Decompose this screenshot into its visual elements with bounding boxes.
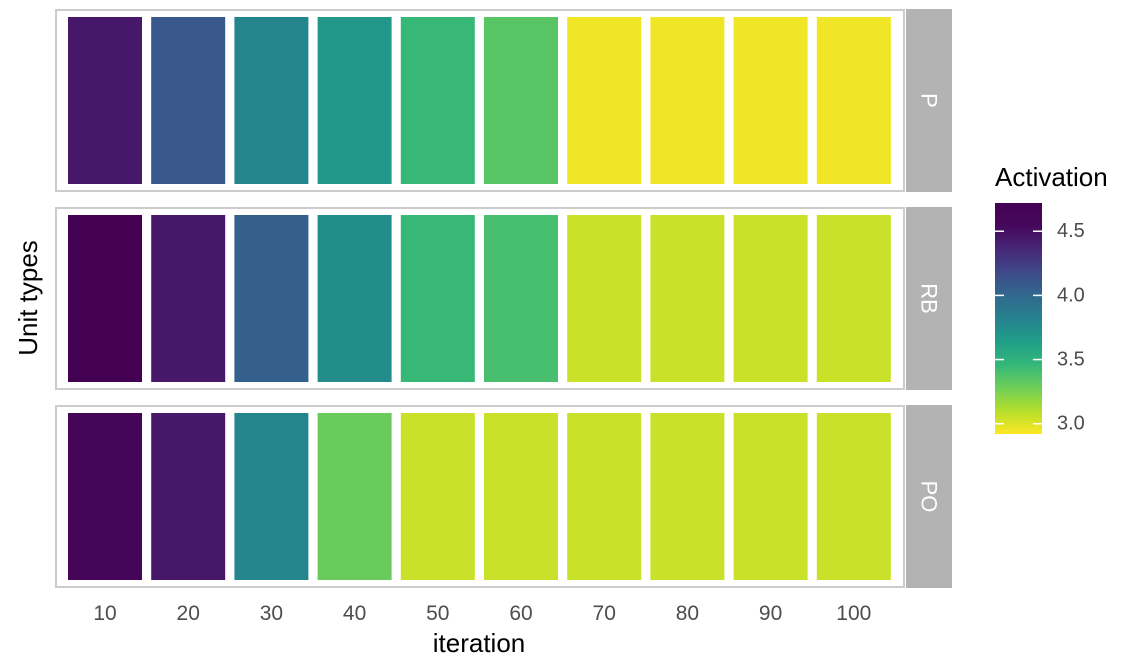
heatmap-cell [733, 215, 808, 382]
heatmap-cell [68, 17, 142, 184]
facet-panels: P RB PO [55, 9, 952, 588]
heatmap-cell [400, 413, 475, 580]
heatmap-cell [234, 215, 309, 382]
heatmap-cell [567, 413, 642, 580]
heatmap-cell [317, 17, 392, 184]
facet-strip [906, 405, 952, 588]
x-tick-label: 10 [93, 602, 116, 625]
heatmap-cell [567, 215, 642, 382]
panel-border [55, 405, 905, 588]
panel-rb: RB [55, 207, 952, 390]
x-tick-label: 100 [836, 602, 871, 625]
legend-tick-label: 4.0 [1057, 284, 1085, 306]
facet-strip-label: PO [917, 481, 942, 513]
heatmap-cell [484, 215, 558, 382]
legend-title: Activation [995, 162, 1108, 192]
heatmap-cell [400, 17, 475, 184]
y-axis-title: Unit types [13, 240, 43, 356]
x-tick-label: 50 [426, 602, 449, 625]
x-axis-tick-labels: 10 20 30 40 50 60 70 80 90 100 [93, 602, 871, 625]
facet-strip [906, 9, 952, 192]
legend-tick-label: 3.0 [1057, 413, 1085, 435]
heatmap-cell [151, 215, 226, 382]
x-tick-label: 90 [759, 602, 782, 625]
heatmap-cell [234, 413, 309, 580]
panel-border [55, 207, 905, 390]
x-tick-label: 70 [593, 602, 616, 625]
heatmap-cell [68, 215, 142, 382]
panel-po: PO [55, 405, 952, 588]
heatmap-cell [400, 215, 475, 382]
facet-strip-label: RB [917, 283, 942, 314]
x-tick-label: 40 [343, 602, 366, 625]
heatmap-cell [816, 17, 891, 184]
heatmap-cell [317, 215, 392, 382]
legend-tick-label: 4.5 [1057, 220, 1085, 242]
heatmap-cell [733, 17, 808, 184]
heatmap-cell [317, 413, 392, 580]
legend-tick-label: 3.5 [1057, 349, 1085, 371]
legend-colorbar [995, 203, 1042, 434]
heatmap-cell [68, 413, 142, 580]
facet-strip [906, 207, 952, 390]
color-legend: Activation 4.5 4.0 3.5 3.0 [995, 162, 1108, 435]
heatmap-cell [650, 413, 725, 580]
legend-ticks: 4.5 4.0 3.5 3.0 [995, 220, 1085, 435]
x-tick-label: 30 [260, 602, 283, 625]
x-axis-title: iteration [433, 628, 526, 658]
heatmap-cell [816, 413, 891, 580]
x-tick-label: 20 [177, 602, 200, 625]
x-tick-label: 80 [676, 602, 699, 625]
heatmap-cell [650, 215, 725, 382]
heatmap-cell [484, 413, 558, 580]
heatmap-cell [484, 17, 558, 184]
x-tick-label: 60 [509, 602, 532, 625]
heatmap-cell [816, 215, 891, 382]
heatmap-cell [650, 17, 725, 184]
panel-border [55, 9, 905, 192]
heatmap-cell [733, 413, 808, 580]
heatmap-cell [151, 17, 226, 184]
heatmap-cell [567, 17, 642, 184]
heatmap-cell [234, 17, 309, 184]
facet-strip-label: P [917, 93, 942, 108]
panel-p: P [55, 9, 952, 192]
heatmap-cell [151, 413, 226, 580]
